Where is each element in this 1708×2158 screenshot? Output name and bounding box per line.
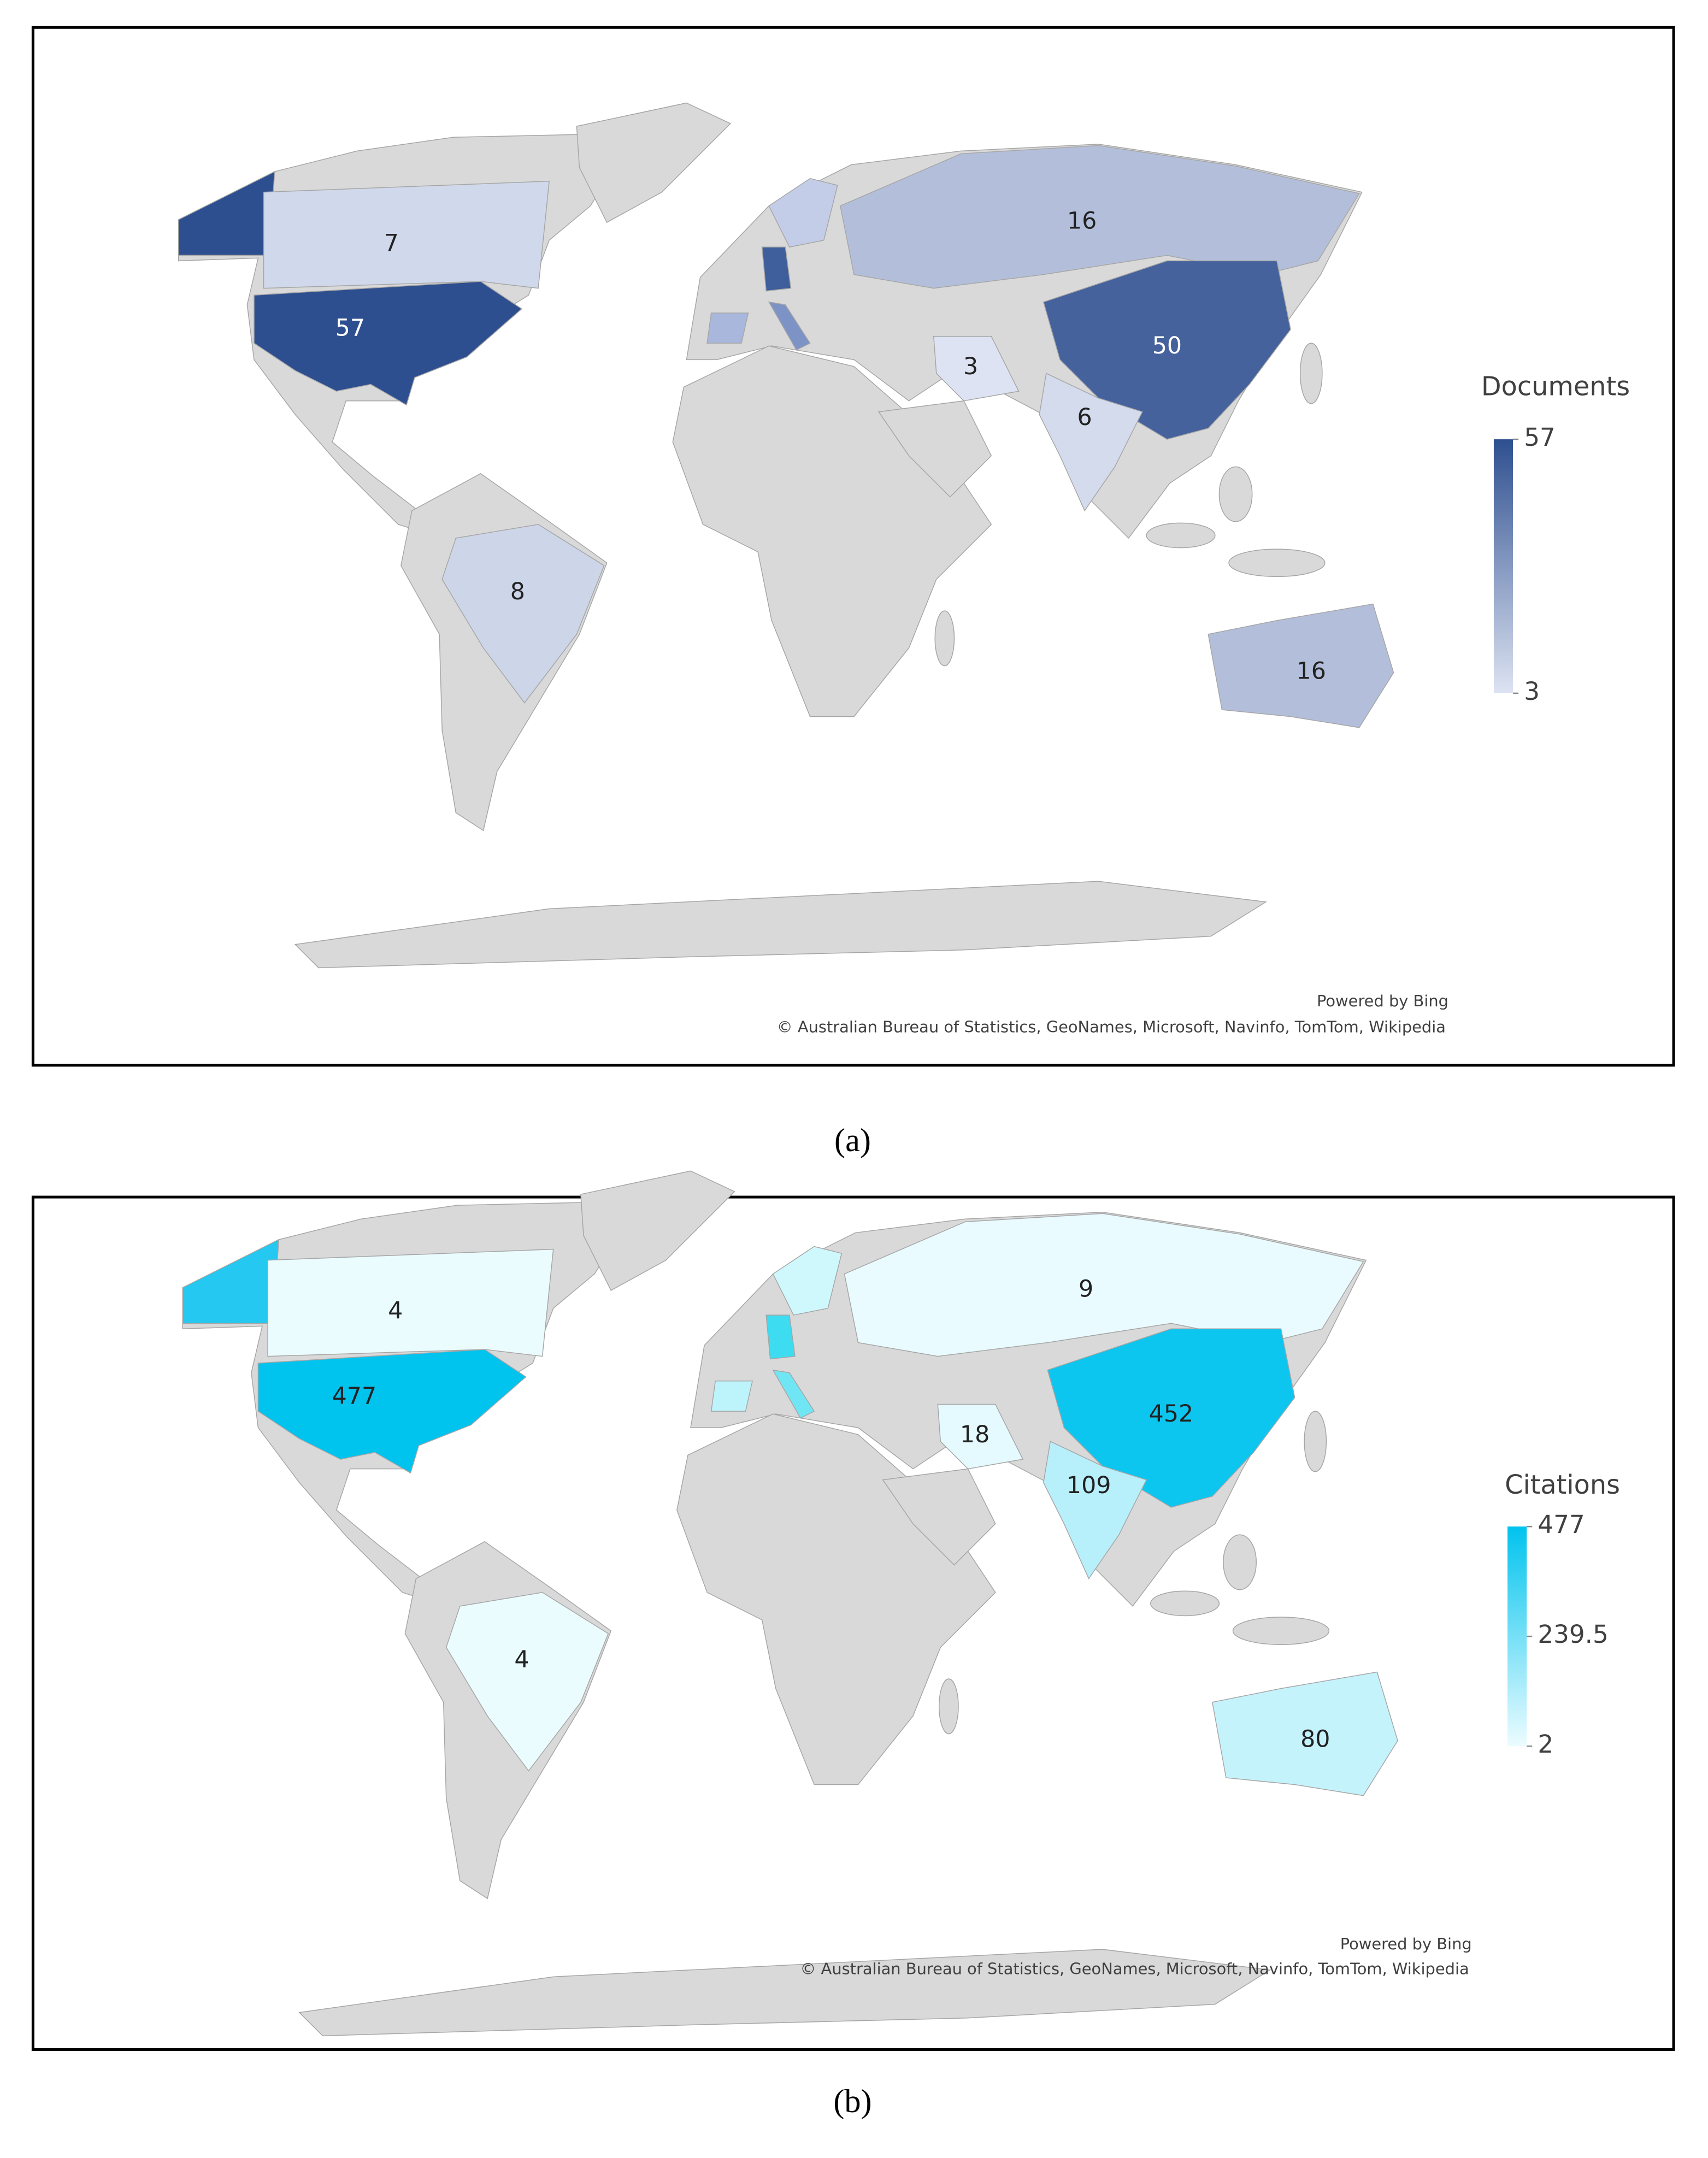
country — [267, 1248, 554, 1357]
country-label: 4 — [388, 1298, 403, 1325]
country-label: 7 — [384, 229, 399, 257]
legend-tick-label: 57 — [1524, 423, 1556, 452]
country-label: 3 — [963, 353, 978, 380]
region — [761, 246, 792, 292]
legend-tick-label: 3 — [1524, 677, 1540, 706]
legend: Citations 477 239.5 2 — [1505, 1470, 1620, 1759]
legend-tick-label: 477 — [1538, 1510, 1585, 1539]
country-label: 16 — [1067, 208, 1097, 235]
country-label: 18 — [960, 1421, 990, 1448]
country-label: 50 — [1152, 332, 1182, 359]
country-label: 4 — [514, 1646, 529, 1673]
country-label: 80 — [1300, 1726, 1330, 1753]
country-label: 6 — [1077, 404, 1092, 431]
legend-tick-label: 239.5 — [1538, 1620, 1608, 1649]
country-label: 452 — [1149, 1400, 1194, 1428]
legend-title: Documents — [1481, 372, 1630, 402]
map: 4 477 9 452 18 109 4 80 — [182, 1170, 1399, 2037]
caption: (a) — [834, 1122, 871, 1159]
legend-tick-label: 2 — [1538, 1730, 1553, 1759]
panel-frame — [31, 26, 1675, 1067]
country-label: 57 — [335, 315, 365, 342]
attribution: © Australian Bureau of Statistics, GeoNa… — [800, 1959, 1469, 1978]
color-bar — [1493, 439, 1513, 693]
legend: Documents 57 3 — [1481, 372, 1630, 706]
panel-frame — [31, 1195, 1675, 2051]
map: 7 57 16 50 3 6 8 16 — [178, 102, 1394, 969]
attribution: Powered by Bing — [1317, 992, 1448, 1010]
country-label: 477 — [332, 1382, 377, 1410]
region — [706, 312, 749, 344]
attribution: Powered by Bing — [1340, 1935, 1472, 1953]
color-bar — [1507, 1526, 1527, 1747]
region — [710, 1380, 753, 1412]
country-label: 9 — [1079, 1275, 1093, 1302]
region — [182, 1239, 280, 1324]
caption: (b) — [833, 2083, 871, 2120]
country-label: 16 — [1297, 658, 1326, 685]
country-label: 109 — [1067, 1472, 1111, 1499]
country — [263, 180, 550, 289]
legend-title: Citations — [1505, 1470, 1620, 1500]
country-label: 8 — [510, 578, 525, 605]
attribution: © Australian Bureau of Statistics, GeoNa… — [777, 1018, 1446, 1036]
region — [178, 170, 275, 256]
region — [765, 1314, 796, 1360]
